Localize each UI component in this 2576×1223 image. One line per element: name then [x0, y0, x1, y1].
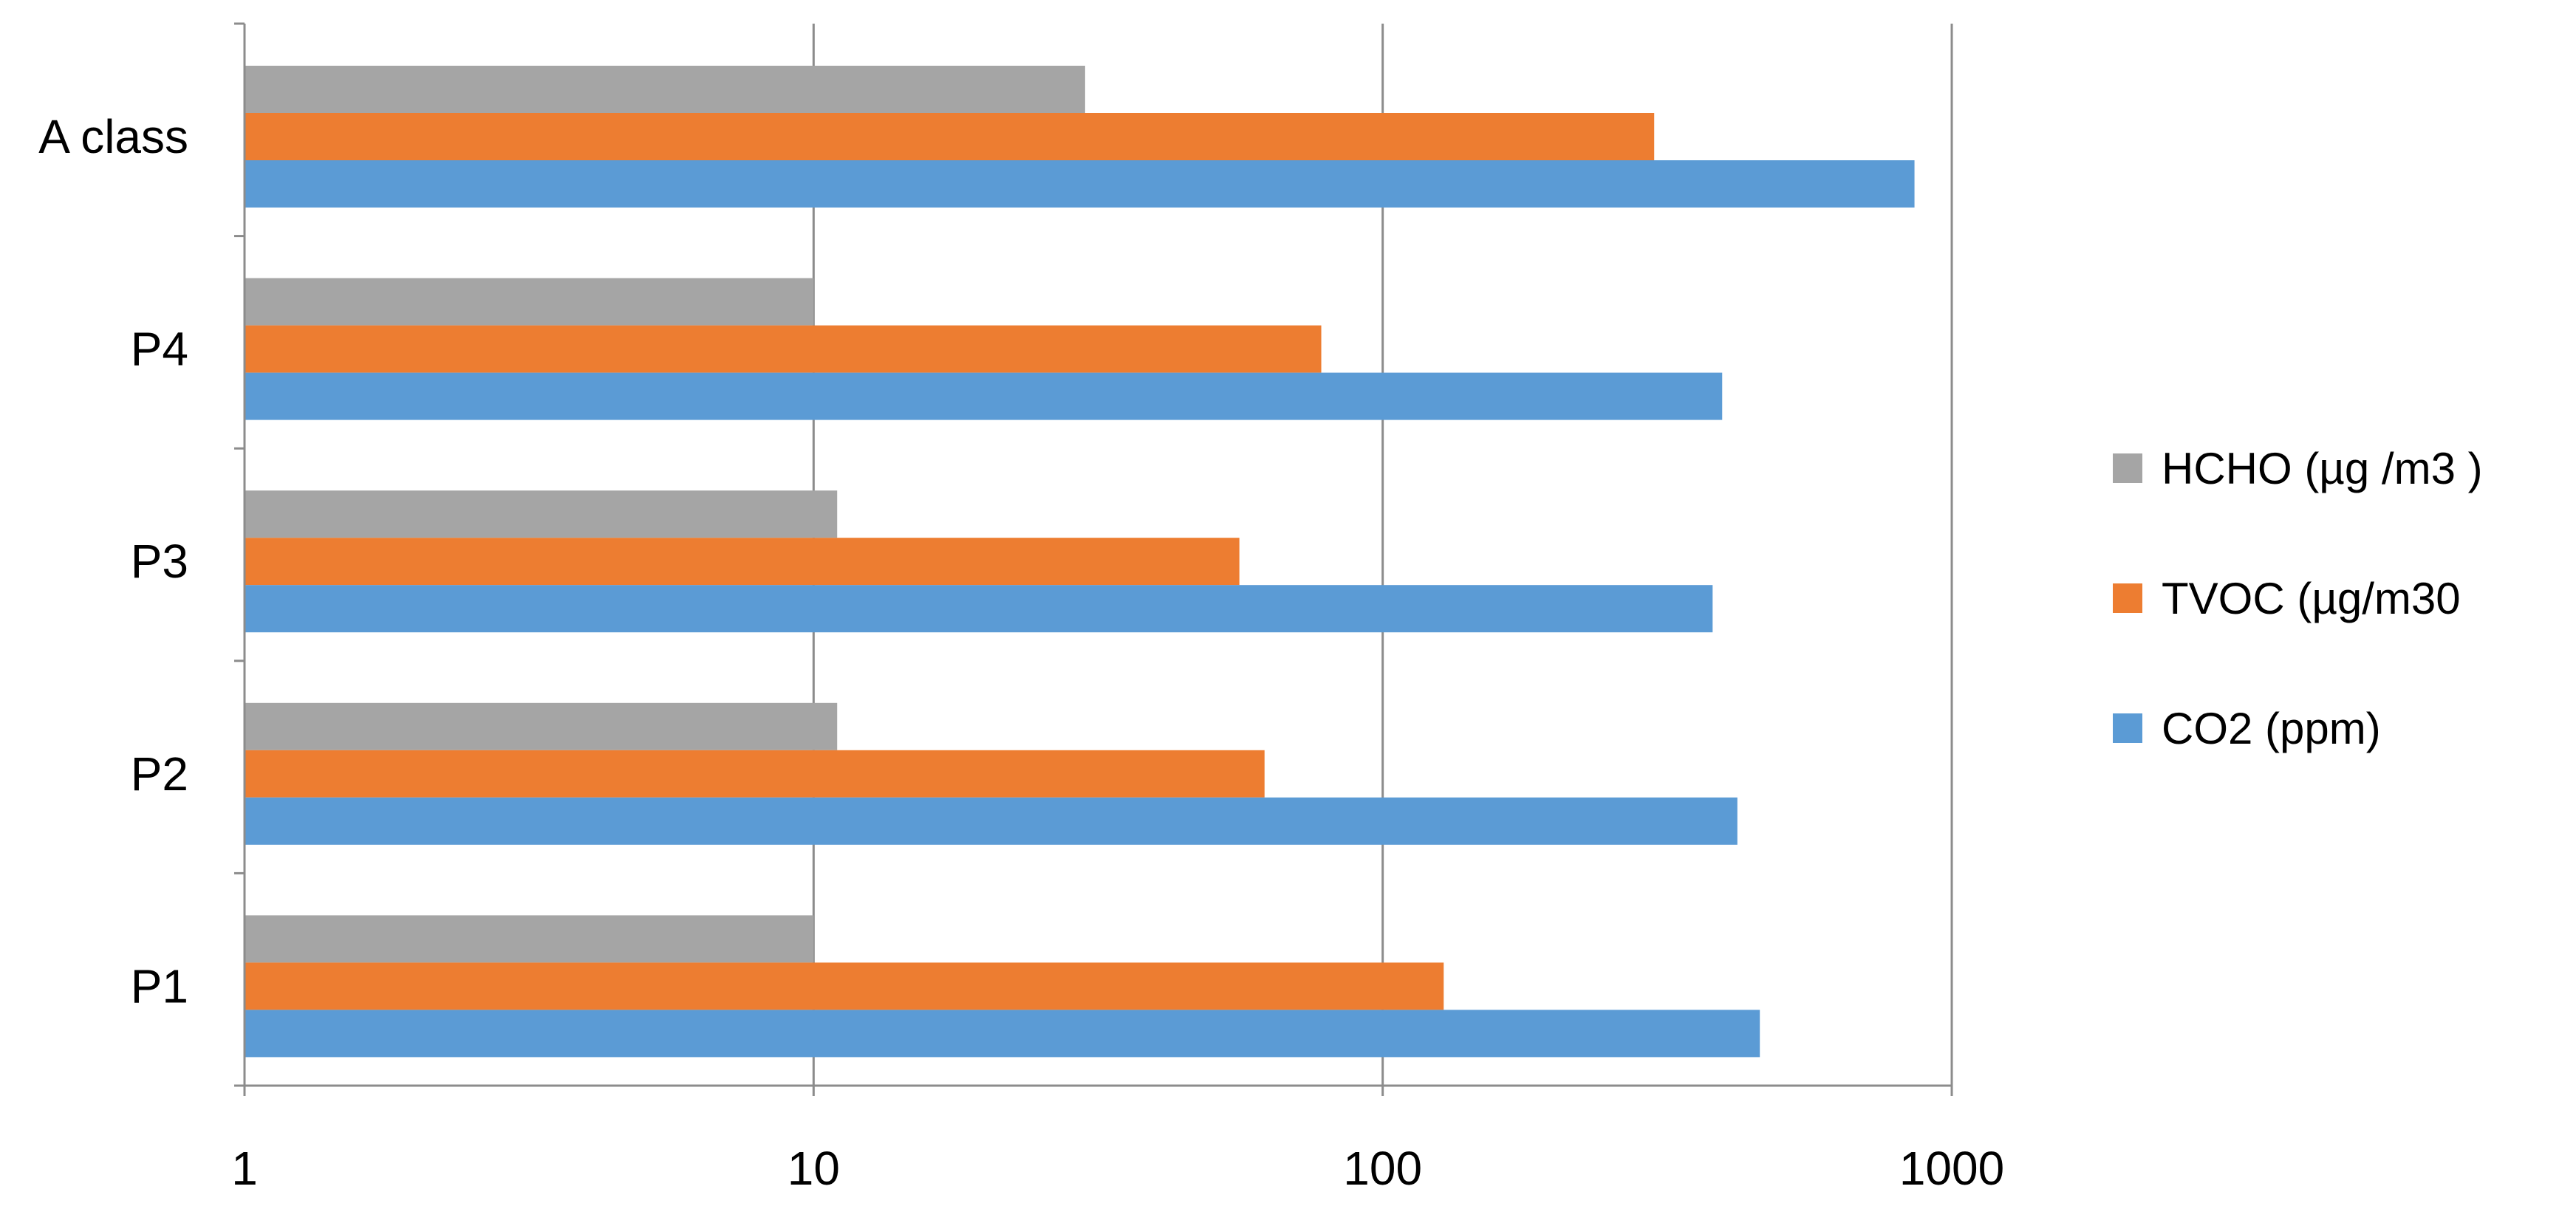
- x-tick-label: 10: [788, 1142, 840, 1195]
- bars: [245, 66, 1915, 1058]
- category-label: P3: [131, 535, 188, 588]
- category-label: P4: [131, 323, 188, 376]
- x-tick-label: 100: [1343, 1142, 1422, 1195]
- bar: [245, 490, 838, 538]
- bar: [245, 797, 1738, 845]
- bar: [245, 372, 1723, 420]
- category-label: P1: [131, 959, 188, 1013]
- bar: [245, 66, 1085, 113]
- axis-labels: 1 10 100 1000 P1 P2 P3 P4 A class: [38, 110, 2004, 1195]
- bar: [245, 325, 1322, 373]
- bar: [245, 702, 838, 750]
- bar: [245, 538, 1240, 586]
- axes: [234, 22, 1953, 1096]
- category-label: A class: [38, 110, 188, 163]
- category-label: P2: [131, 747, 188, 801]
- bar: [245, 160, 1915, 208]
- bar: [245, 750, 1265, 798]
- legend-label: HCHO (µg /m3 ): [2162, 444, 2483, 493]
- legend: HCHO (µg /m3 ) TVOC (µg/m30 CO2 (ppm): [2113, 444, 2483, 753]
- legend-swatch: [2113, 583, 2142, 613]
- bar: [245, 585, 1713, 633]
- bar: [245, 915, 814, 963]
- legend-swatch: [2113, 713, 2142, 743]
- x-tick-label: 1000: [1899, 1142, 2004, 1195]
- legend-swatch: [2113, 453, 2142, 483]
- bar: [245, 113, 1655, 160]
- legend-label: TVOC (µg/m30: [2162, 574, 2461, 623]
- bar: [245, 278, 814, 326]
- legend-label: CO2 (ppm): [2162, 704, 2381, 753]
- bar: [245, 1010, 1760, 1058]
- x-tick-label: 1: [231, 1142, 258, 1195]
- bar: [245, 962, 1444, 1010]
